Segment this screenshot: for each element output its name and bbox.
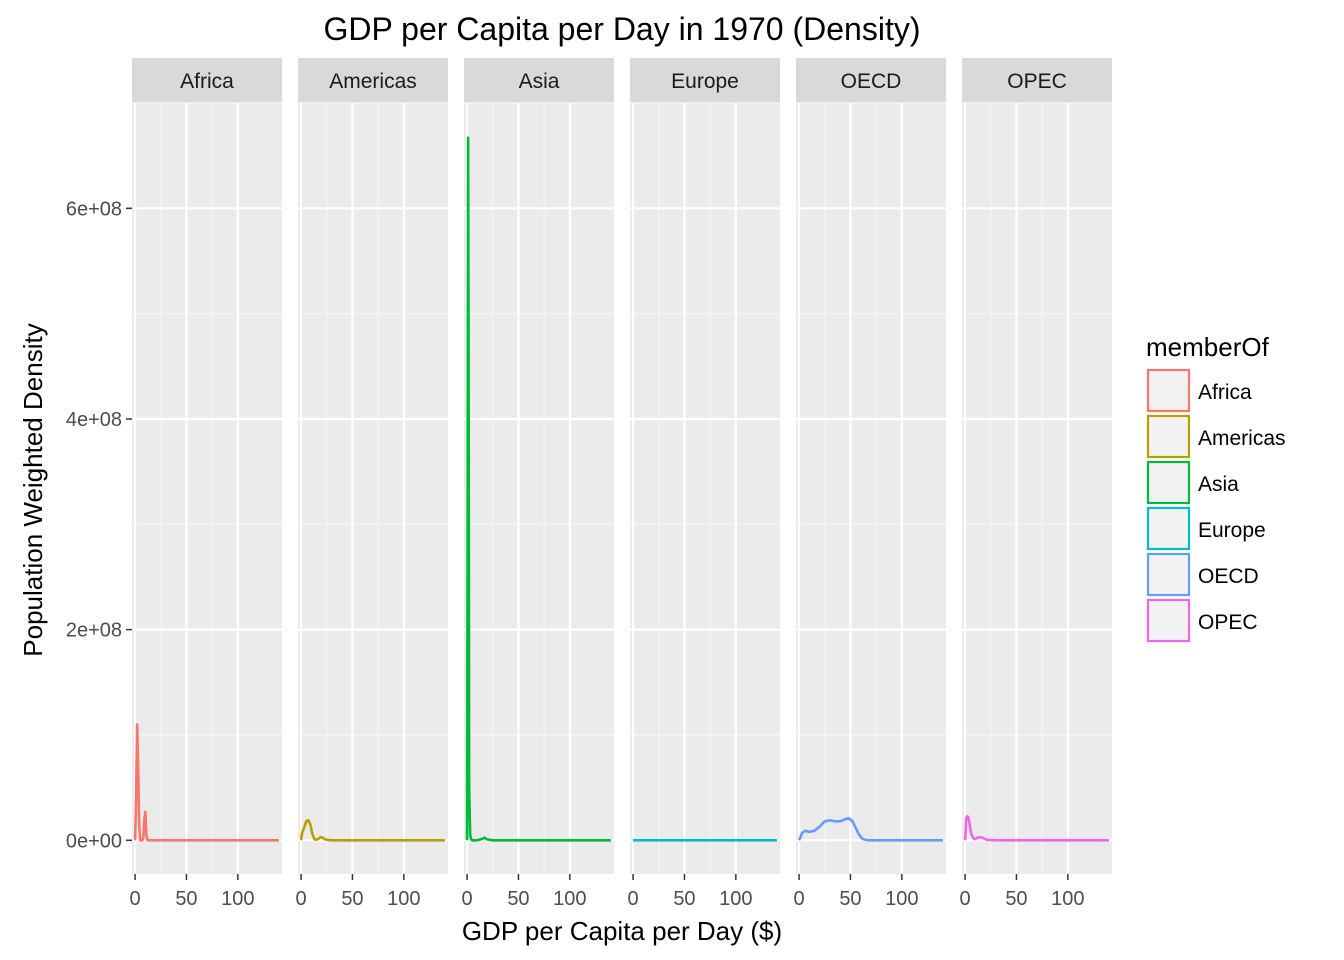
facet-strip-label: OECD [841,70,902,93]
facet-strip-label: Americas [329,70,417,93]
x-tick-label: 50 [341,888,363,910]
x-tick-label: 0 [296,888,307,910]
series-line-oecd [797,816,943,842]
legend-item-africa: Africa [1146,368,1252,413]
y-axis-title: Population Weighted Density [18,323,48,656]
legend-label: Americas [1198,427,1286,450]
x-tick-label: 50 [175,888,197,910]
panel-background [464,103,614,874]
series-line-opec [963,814,1109,842]
legend-label: Africa [1198,381,1252,404]
legend-label: OPEC [1198,611,1258,634]
panel-background [132,103,282,874]
series-line-americas [299,818,445,842]
legend-key [1146,414,1191,459]
facet-panel-europe: Europe 0 50 100 [628,58,780,910]
y-tick-label: 0e+00 [66,830,122,852]
facet-strip [298,58,448,103]
y-tick-label: 6e+08 [66,198,122,220]
legend-label: OECD [1198,565,1259,588]
x-tick-label: 100 [1051,888,1084,910]
facet-panel-oecd: OECD 0 50 100 [794,58,946,910]
y-tick-label: 2e+08 [66,620,122,642]
x-tick-label: 100 [885,888,918,910]
x-tick-label: 0 [794,888,805,910]
legend-item-asia: Asia [1146,460,1239,505]
legend-key [1146,598,1191,643]
series-line-asia [465,136,611,842]
facet-panel-asia: Asia 0 50 100 [462,58,614,910]
x-tick-label: 100 [719,888,752,910]
x-tick-label: 50 [507,888,529,910]
x-tick-label: 0 [628,888,639,910]
legend: Africa Americas Asia Europe OECD OPEC [1146,368,1286,643]
legend-item-oecd: OECD [1146,552,1259,597]
x-tick-label: 50 [839,888,861,910]
legend-label: Europe [1198,519,1266,542]
x-tick-label: 100 [387,888,420,910]
legend-key [1146,460,1191,505]
x-tick-label: 0 [960,888,971,910]
legend-item-europe: Europe [1146,506,1266,551]
panel-background [962,103,1112,874]
facet-strip [796,58,946,103]
facet-strip-label: Asia [519,70,560,93]
facet-strip-label: OPEC [1007,70,1067,93]
x-tick-label: 0 [462,888,473,910]
x-tick-label: 100 [553,888,586,910]
facet-strip-label: Europe [671,70,739,93]
facet-panel-americas: Americas 0 50 100 [296,58,448,910]
panel-background [630,103,780,874]
legend-key [1146,552,1191,597]
legend-key [1146,506,1191,551]
facet-strip [630,58,780,103]
facet-panel-africa: Africa 0 50 100 [130,58,282,910]
chart-title: GDP per Capita per Day in 1970 (Density) [323,11,920,47]
legend-item-americas: Americas [1146,414,1286,459]
panel-background [796,103,946,874]
legend-key [1146,368,1191,413]
x-tick-label: 50 [673,888,695,910]
series-line-africa [133,723,279,842]
legend-label: Asia [1198,473,1239,496]
facet-strip [464,58,614,103]
x-axis-title: GDP per Capita per Day ($) [462,916,782,946]
legend-item-opec: OPEC [1146,598,1258,643]
facet-strip [962,58,1112,103]
y-tick-label: 4e+08 [66,409,122,431]
panel-background [298,103,448,874]
facet-strip [132,58,282,103]
x-tick-label: 100 [221,888,254,910]
facet-strip-label: Africa [180,70,234,93]
legend-title: memberOf [1146,332,1270,362]
x-tick-label: 50 [1005,888,1027,910]
y-axis: 0e+00 2e+08 4e+08 6e+08 [66,198,132,852]
x-tick-label: 0 [130,888,141,910]
facet-panel-opec: OPEC 0 50 100 [960,58,1112,910]
